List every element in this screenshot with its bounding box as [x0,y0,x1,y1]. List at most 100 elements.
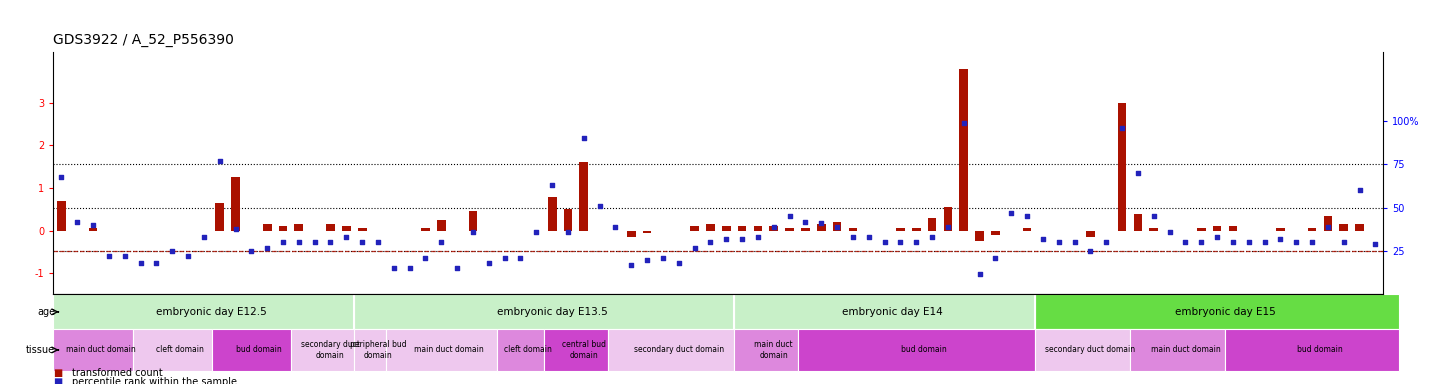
Point [983,255,1006,261]
Bar [1035,295,1399,329]
Bar [438,220,446,230]
Bar [797,329,1035,371]
Point [874,239,897,245]
Point [335,234,358,240]
Bar [354,295,734,329]
Bar [770,226,778,230]
Bar [53,329,133,371]
Text: ■: ■ [53,377,62,384]
Bar [817,224,826,230]
Point [1269,236,1292,242]
Text: bud domain: bud domain [901,346,947,354]
Point [1047,239,1070,245]
Text: main duct domain: main duct domain [66,346,136,354]
Text: main duct domain: main duct domain [1151,346,1220,354]
Bar [386,329,497,371]
Point [1222,239,1245,245]
Bar [627,230,635,237]
Point [430,239,453,245]
Point [176,253,199,259]
Bar [1035,329,1131,371]
Text: bud domain: bud domain [1297,346,1343,354]
Point [287,239,310,245]
Bar [706,224,715,230]
Bar [959,69,967,230]
Point [842,234,865,240]
Bar [354,329,386,371]
Bar [734,295,1035,329]
Point [81,222,104,228]
Point [936,224,959,230]
Bar [215,203,224,230]
Point [208,158,231,164]
Point [794,218,817,225]
Bar [231,177,240,230]
Point [303,239,326,245]
Point [492,255,516,261]
Text: embryonic day E13.5: embryonic day E13.5 [497,307,608,317]
Point [192,234,215,240]
Point [1349,187,1372,194]
Point [540,182,563,188]
Point [635,257,658,263]
Text: cleft domain: cleft domain [504,346,553,354]
Point [97,253,120,259]
Point [1333,239,1356,245]
Text: age: age [38,307,55,317]
Point [731,236,754,242]
Point [1110,125,1134,131]
Point [921,234,944,240]
Point [572,136,595,142]
Point [967,271,991,277]
Bar [326,224,335,230]
Text: embryonic day E15: embryonic day E15 [1174,307,1275,317]
Point [399,265,422,271]
Text: tissue: tissue [26,345,55,355]
Point [1063,239,1086,245]
Point [1317,224,1340,230]
Bar [786,228,794,230]
Bar [1276,228,1285,230]
Point [1190,239,1213,245]
Bar [279,226,287,230]
Text: secondary duct
domain: secondary duct domain [300,340,360,360]
Bar [608,329,734,371]
Point [952,120,975,126]
Point [256,245,279,251]
Point [160,248,183,254]
Text: secondary duct domain: secondary duct domain [634,346,723,354]
Point [747,234,770,240]
Point [524,229,547,235]
Bar [547,197,556,230]
Point [1031,236,1054,242]
Bar [563,209,572,230]
Point [588,203,611,209]
Bar [497,329,544,371]
Text: GDS3922 / A_52_P556390: GDS3922 / A_52_P556390 [53,33,234,47]
Text: transformed count: transformed count [72,368,163,378]
Point [1174,239,1197,245]
Point [1253,239,1276,245]
Point [113,253,136,259]
Bar [801,228,810,230]
Bar [1197,228,1206,230]
Point [65,218,88,225]
Bar [833,222,842,230]
Point [1365,241,1388,247]
Bar [897,228,905,230]
Bar [295,224,303,230]
Point [699,239,722,245]
Point [271,239,295,245]
Point [1206,234,1229,240]
Bar [943,207,952,230]
Bar [734,329,797,371]
Bar [1131,329,1225,371]
Point [858,234,881,240]
Point [715,236,738,242]
Point [1301,239,1324,245]
Point [1015,214,1038,220]
Bar [722,226,731,230]
Bar [422,228,430,230]
Text: main duct domain: main duct domain [414,346,484,354]
Bar [991,230,999,235]
